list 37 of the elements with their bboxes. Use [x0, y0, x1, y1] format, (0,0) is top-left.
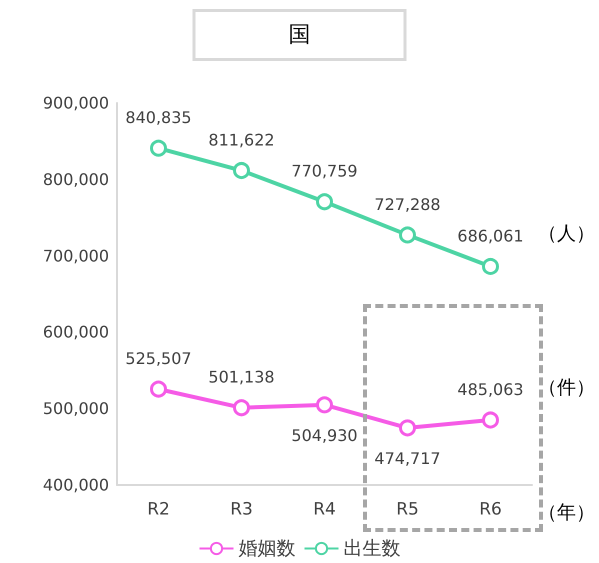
point — [150, 380, 167, 398]
data-label: 501,138 — [208, 368, 275, 387]
y-tick-label: 600,000 — [42, 322, 109, 342]
y-tick-label: 500,000 — [42, 399, 109, 418]
point — [482, 258, 499, 275]
point — [233, 162, 250, 180]
chart-title: 国 — [288, 22, 310, 48]
data-label: 525,507 — [125, 349, 192, 368]
text: （件） — [538, 376, 595, 398]
data-label: 770,759 — [291, 162, 358, 181]
point — [316, 396, 333, 414]
legend-label: 出生数 — [344, 538, 400, 560]
point — [316, 193, 333, 210]
legend-label: 婚姻数 — [238, 538, 296, 560]
y-tick-label: 900,000 — [42, 94, 109, 112]
y-tick-label: 400,000 — [42, 476, 109, 494]
data-label: 686,061 — [457, 226, 524, 246]
point — [150, 140, 167, 157]
x-tick-label: R3 — [230, 500, 253, 520]
x-tick-label: R5 — [396, 500, 419, 520]
x-tick-label: R6 — [479, 500, 502, 520]
x-tick-label: R2 — [147, 500, 170, 520]
point — [233, 399, 250, 416]
text: （年） — [538, 502, 595, 524]
data-label: 474,717 — [374, 448, 441, 468]
data-label: 485,063 — [457, 380, 524, 400]
data-label: 504,930 — [291, 426, 358, 445]
y-tick-label: 800,000 — [42, 170, 109, 189]
y-tick-label: 700,000 — [42, 246, 109, 266]
point — [399, 419, 416, 436]
data-label: 811,622 — [208, 130, 275, 150]
data-label: 840,835 — [125, 108, 192, 128]
point — [399, 226, 416, 244]
x-tick-label: R4 — [313, 500, 336, 520]
text: （人） — [538, 222, 595, 244]
data-label: 727,288 — [374, 194, 441, 214]
point — [482, 412, 499, 429]
